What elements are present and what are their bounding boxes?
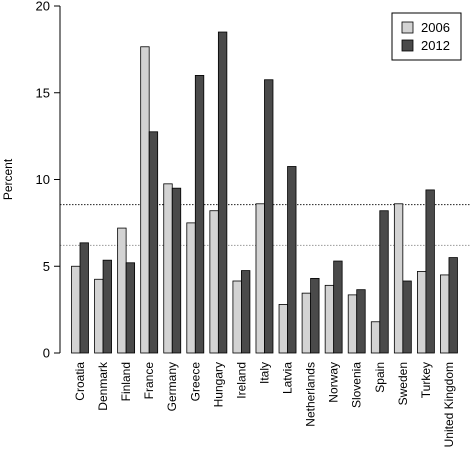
bar-2012-norway [333,260,343,354]
legend-label-2006: 2006 [421,20,450,35]
legend-box [391,12,462,61]
y-ticks: 0 5 10 15 20 [36,0,60,361]
x-tick-label: Turkey [419,362,433,398]
x-tick-label: Sweden [396,362,410,405]
x-tick-label: United Kingdom [442,362,456,447]
bar-2012-latvia [287,166,297,354]
bar-2012-united-kingdom [448,257,458,354]
bar-2012-hungary [217,31,228,354]
legend-items: 2006 2012 [401,20,450,53]
x-tick-label: Finland [119,362,133,401]
bar-2012-france [148,131,159,354]
bar-2006-denmark [94,278,104,354]
bar-2012-germany [171,187,182,354]
bar-2006-norway [324,284,335,354]
x-tick-label: Hungary [211,362,225,407]
x-tick-label: France [142,362,156,400]
legend-swatch-2012 [401,39,414,52]
bar-2006-latvia [278,304,288,354]
y-tick-label: 15 [36,85,50,100]
legend-swatch-2006 [401,21,414,34]
bar-2012-slovenia [356,289,366,354]
bar-2006-france [140,46,150,354]
y-tick-label: 0 [43,346,50,361]
bars-layer [71,31,458,354]
x-tick-label: Ireland [234,362,248,399]
bar-2012-turkey [425,189,435,354]
bar-2006-spain [370,321,381,354]
bar-2012-netherlands [310,277,320,354]
bar-2006-finland [117,227,127,354]
x-tick-label: Spain [373,362,387,393]
bar-2012-greece [194,75,205,354]
y-tick-label: 20 [36,0,50,14]
x-tick-label: Denmark [96,361,110,411]
bar-2012-spain [379,210,389,354]
legend-label-2012: 2012 [421,38,450,53]
bar-2006-slovenia [347,294,358,354]
x-tick-label: Greece [188,362,202,402]
bar-2006-netherlands [301,292,312,354]
bar-2012-sweden [402,280,412,354]
bar-2006-hungary [209,210,219,354]
y-tick-label: 5 [43,259,50,274]
bar-2006-turkey [416,271,427,354]
x-tick-label: Germany [165,362,179,411]
x-tick-label: Italy [257,362,271,384]
x-tick-label: Latvia [281,362,295,394]
bar-2006-italy [255,203,265,354]
y-axis-label: Percent [1,158,15,200]
legend: 2006 2012 [391,12,462,61]
bar-2012-ireland [241,270,251,354]
bar-2012-croatia [79,242,89,354]
x-tick-label: Slovenia [350,362,364,408]
bar-2006-ireland [232,280,242,354]
x-tick-label: Croatia [73,362,87,401]
bar-2012-denmark [102,259,112,354]
bar-2006-greece [186,222,196,354]
bar-2012-finland [125,262,136,354]
y-tick-label: 10 [36,172,50,187]
bar-2006-united-kingdom [440,274,450,354]
bar-2006-germany [163,183,173,354]
x-tick-labels: Croatia Denmark Finland France Germany Greece… [73,361,456,447]
x-tick-label: Norway [327,362,341,403]
bar-2006-croatia [71,265,81,354]
x-tick-label: Netherlands [304,362,318,427]
bar-2012-italy [264,79,274,354]
bar-2006-sweden [393,203,404,354]
